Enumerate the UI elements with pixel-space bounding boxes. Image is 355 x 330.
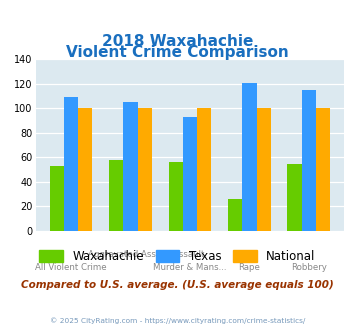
Bar [288, 164, 302, 231]
Bar [242, 83, 257, 231]
Bar [197, 109, 211, 231]
Bar [50, 166, 64, 231]
Bar [78, 109, 92, 231]
Text: Compared to U.S. average. (U.S. average equals 100): Compared to U.S. average. (U.S. average … [21, 280, 334, 290]
Text: 2018 Waxahachie: 2018 Waxahachie [102, 34, 253, 49]
Text: Rape: Rape [239, 263, 260, 272]
Text: Aggravated Assault: Aggravated Assault [88, 250, 173, 259]
Text: Murder & Mans...: Murder & Mans... [153, 263, 227, 272]
Bar [183, 117, 197, 231]
Bar [228, 199, 242, 231]
Text: © 2025 CityRating.com - https://www.cityrating.com/crime-statistics/: © 2025 CityRating.com - https://www.city… [50, 317, 305, 324]
Text: Robbery: Robbery [291, 263, 327, 272]
Bar [138, 109, 152, 231]
Bar [123, 102, 138, 231]
Bar [109, 160, 123, 231]
Bar [64, 97, 78, 231]
Bar [316, 109, 330, 231]
Bar [169, 162, 183, 231]
Bar [257, 109, 271, 231]
Legend: Waxahachie, Texas, National: Waxahachie, Texas, National [34, 245, 321, 268]
Text: All Violent Crime: All Violent Crime [35, 263, 107, 272]
Text: Assault: Assault [174, 250, 206, 259]
Bar [302, 90, 316, 231]
Text: Violent Crime Comparison: Violent Crime Comparison [66, 45, 289, 60]
